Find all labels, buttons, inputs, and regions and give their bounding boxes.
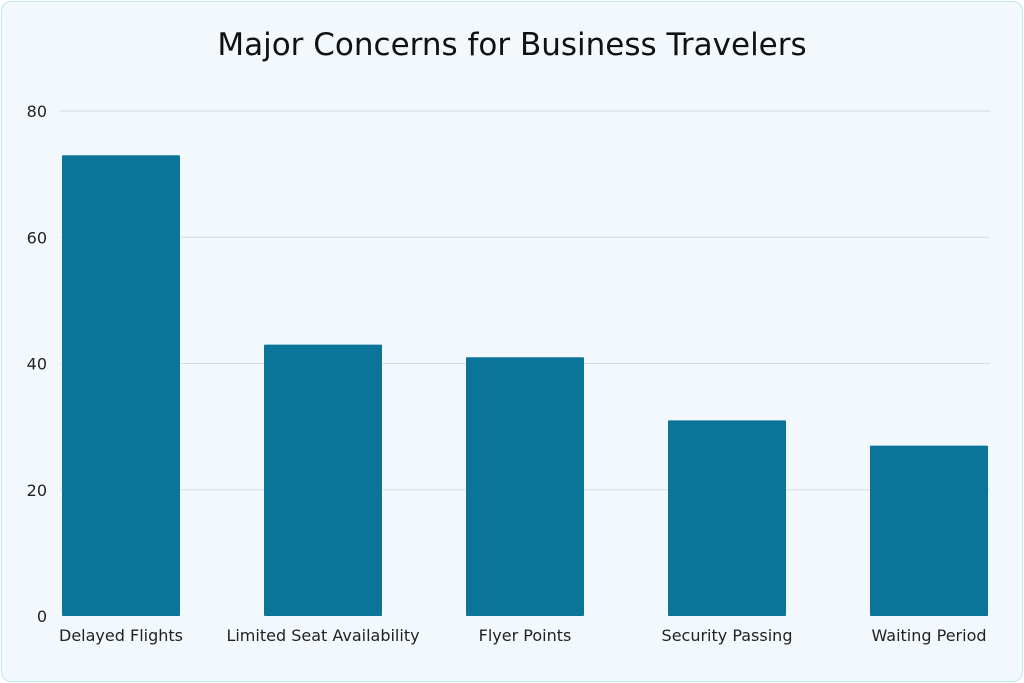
x-category-label: Waiting Period [871, 626, 986, 645]
x-category-label: Flyer Points [479, 626, 572, 645]
y-tick-label: 40 [27, 355, 47, 374]
y-tick-label: 0 [37, 607, 47, 626]
x-category-label: Limited Seat Availability [226, 626, 419, 645]
bar [62, 155, 180, 616]
bar [668, 420, 786, 616]
chart-title: Major Concerns for Business Travelers [217, 27, 806, 63]
x-category-label: Security Passing [662, 626, 793, 645]
y-tick-label: 60 [27, 228, 47, 247]
y-tick-label: 80 [27, 102, 47, 121]
bar [466, 357, 584, 616]
x-category-label: Delayed Flights [59, 626, 183, 645]
y-tick-label: 20 [27, 481, 47, 500]
bar [870, 445, 988, 616]
bar [264, 344, 382, 616]
